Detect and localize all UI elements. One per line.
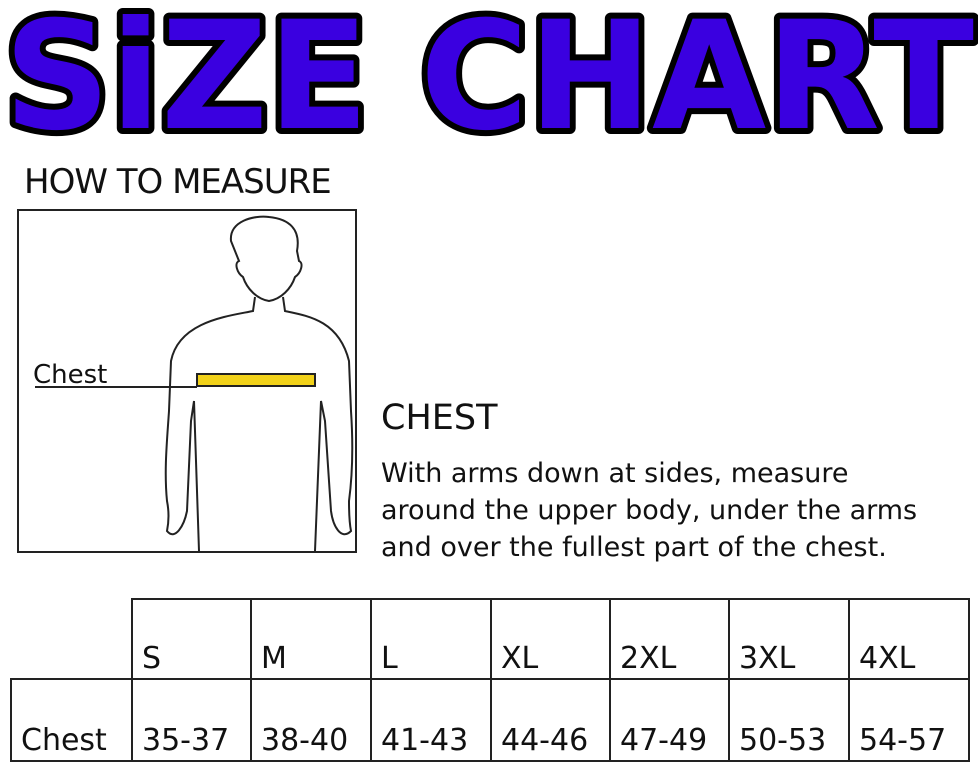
size-header: L: [370, 598, 492, 680]
size-header-text: 3XL: [739, 641, 796, 676]
table-cell-text: 54-57: [859, 723, 947, 758]
size-header: 3XL: [728, 598, 850, 680]
measuring-tape: [196, 373, 316, 387]
table-cell-text: 35-37: [142, 723, 230, 758]
body-measurement-figure: Chest: [17, 209, 357, 553]
size-header-text: M: [261, 641, 287, 676]
table-cell: 54-57: [848, 678, 970, 762]
svg-text:SiZE CHART: SiZE CHART: [4, 0, 974, 150]
row-label-text: Chest: [21, 723, 107, 758]
size-chart-title: SiZE CHART: [0, 0, 978, 150]
table-cell: 44-46: [490, 678, 611, 762]
size-header: XL: [490, 598, 611, 680]
size-header-text: 4XL: [859, 641, 916, 676]
size-header: S: [131, 598, 252, 680]
table-cell-text: 50-53: [739, 723, 827, 758]
size-header-text: XL: [501, 641, 539, 676]
table-cell: 38-40: [250, 678, 372, 762]
size-header-text: L: [381, 641, 398, 676]
size-header: M: [250, 598, 372, 680]
table-cell: 50-53: [728, 678, 850, 762]
size-header-text: 2XL: [620, 641, 677, 676]
row-label: Chest: [10, 678, 133, 762]
table-cell: 41-43: [370, 678, 492, 762]
table-cell: 35-37: [131, 678, 252, 762]
table-cell-text: 38-40: [261, 723, 349, 758]
how-to-measure-heading: HOW TO MEASURE: [24, 162, 332, 202]
chest-heading: CHEST: [381, 398, 498, 438]
description-line: and over the fullest part of the chest.: [381, 532, 887, 563]
body-outline-illustration: Chest: [33, 215, 354, 552]
size-header: 4XL: [848, 598, 970, 680]
size-header: 2XL: [609, 598, 730, 680]
table-cell-text: 44-46: [501, 723, 589, 758]
description-line: With arms down at sides, measure: [381, 458, 849, 489]
table-cell-text: 41-43: [381, 723, 469, 758]
chest-description: With arms down at sides, measure around …: [381, 455, 978, 566]
table-cell: 47-49: [609, 678, 730, 762]
chest-label: Chest: [33, 360, 107, 390]
size-header-text: S: [142, 641, 162, 676]
table-cell-text: 47-49: [620, 723, 708, 758]
description-line: around the upper body, under the arms: [381, 495, 918, 526]
